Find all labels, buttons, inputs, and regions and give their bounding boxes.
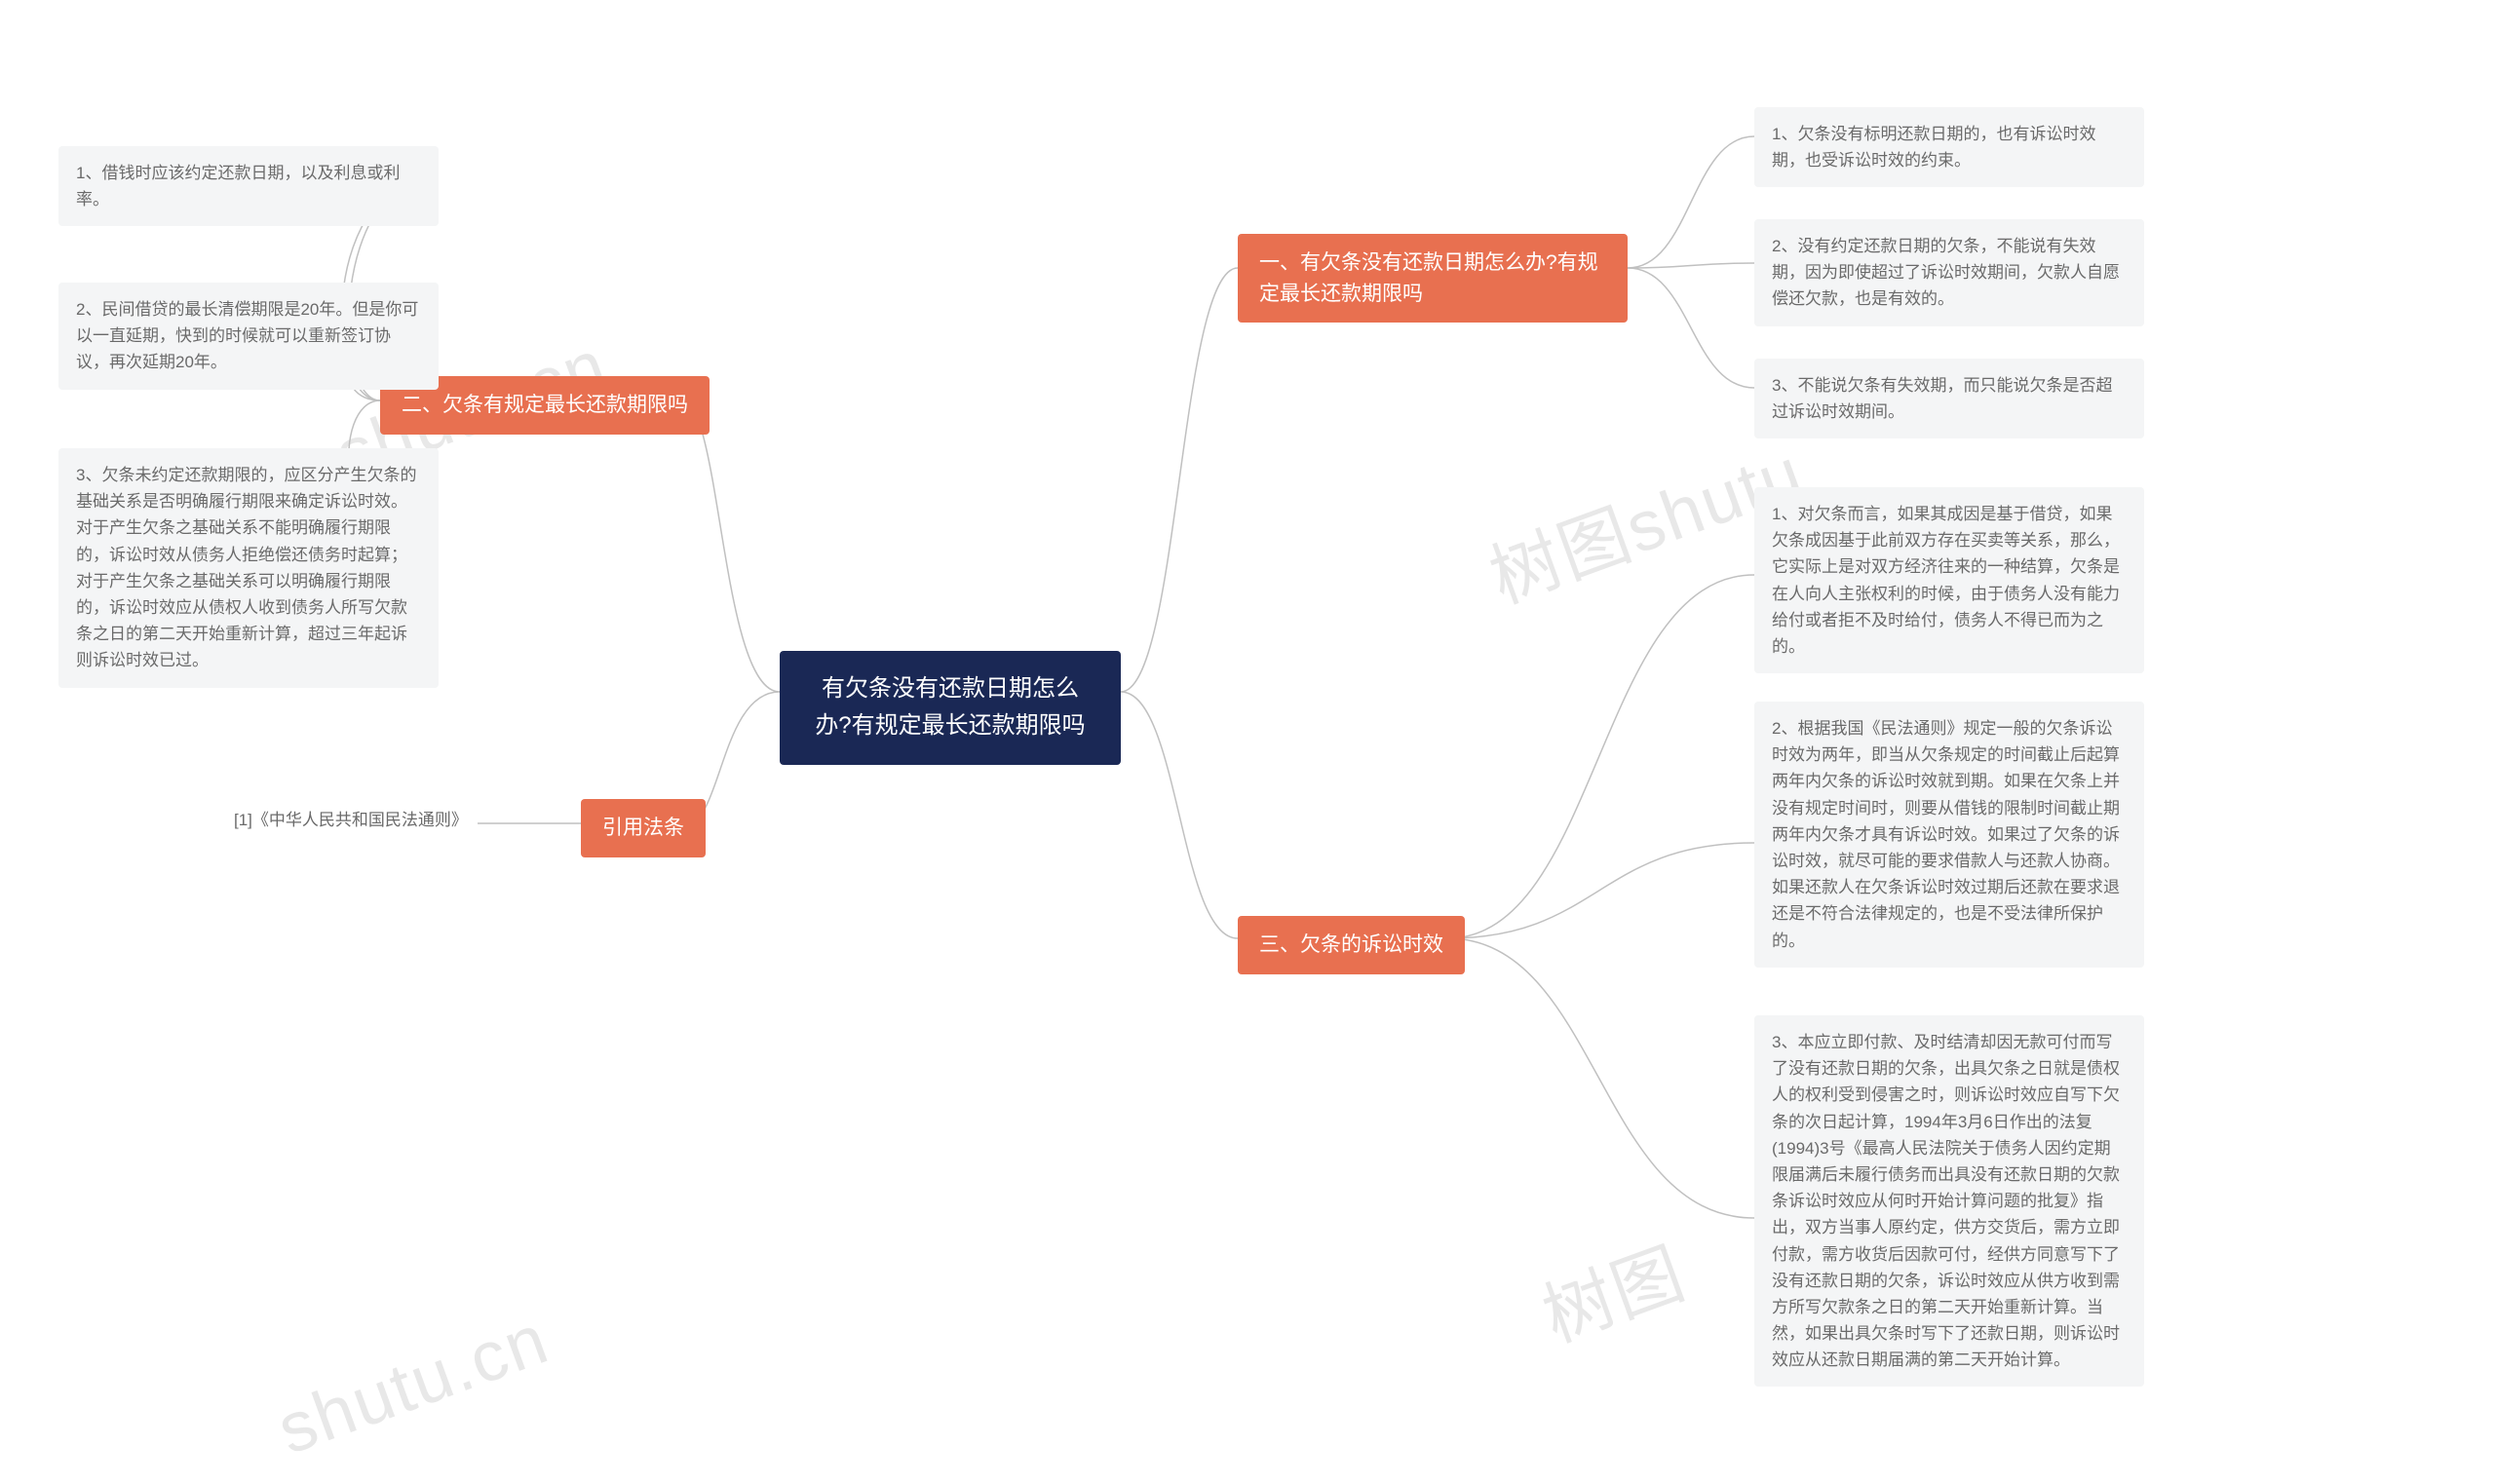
leaf-r2-2: 3、本应立即付款、及时结清却因无款可付而写了没有还款日期的欠条，出具欠条之日就是… — [1754, 1015, 2144, 1387]
branch-l2[interactable]: 引用法条 — [581, 799, 706, 857]
root-node[interactable]: 有欠条没有还款日期怎么办?有规定最长还款期限吗 — [780, 651, 1121, 765]
leaf-r2-0: 1、对欠条而言，如果其成因是基于借贷，如果欠条成因基于此前双方存在买卖等关系，那… — [1754, 487, 2144, 673]
watermark: 树图 — [1527, 1216, 1698, 1361]
leaf-l1-0: 1、借钱时应该约定还款日期，以及利息或利率。 — [58, 146, 439, 226]
leaf-r1-2: 3、不能说欠条有失效期，而只能说欠条是否超过诉讼时效期间。 — [1754, 359, 2144, 438]
leaf-l2-0: [1]《中华人民共和国民法通则》 — [234, 806, 468, 830]
leaf-r1-0: 1、欠条没有标明还款日期的，也有诉讼时效期，也受诉讼时效的约束。 — [1754, 107, 2144, 187]
leaf-l1-1: 2、民间借贷的最长清偿期限是20年。但是你可以一直延期，快到的时候就可以重新签订… — [58, 283, 439, 390]
branch-r1[interactable]: 一、有欠条没有还款日期怎么办?有规定最长还款期限吗 — [1238, 234, 1628, 323]
leaf-l1-2: 3、欠条未约定还款期限的，应区分产生欠条的基础关系是否明确履行期限来确定诉讼时效… — [58, 448, 439, 688]
leaf-r2-1: 2、根据我国《民法通则》规定一般的欠条诉讼时效为两年，即当从欠条规定的时间截止后… — [1754, 702, 2144, 968]
watermark: shutu.cn — [268, 1299, 559, 1470]
branch-r2[interactable]: 三、欠条的诉讼时效 — [1238, 916, 1465, 974]
leaf-r1-1: 2、没有约定还款日期的欠条，不能说有失效期，因为即使超过了诉讼时效期间，欠款人自… — [1754, 219, 2144, 326]
